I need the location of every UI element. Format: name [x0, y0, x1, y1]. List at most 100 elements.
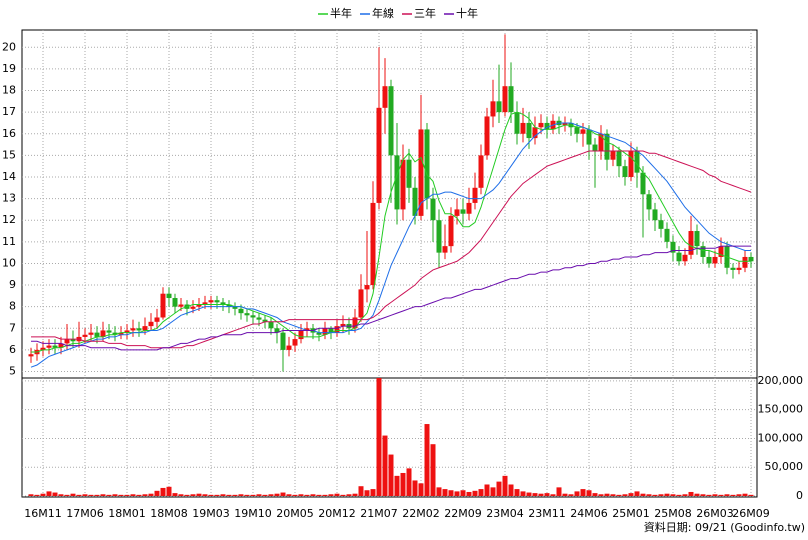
y-tick-label: 11 — [2, 235, 16, 248]
candle-body — [502, 86, 508, 113]
volume-bar — [424, 424, 430, 496]
candle-body — [88, 332, 94, 335]
volume-bar — [40, 493, 46, 496]
candle-body — [244, 313, 250, 316]
candle-body — [370, 202, 376, 286]
candle-body — [100, 330, 106, 337]
candle-body — [214, 300, 220, 303]
x-tick-label: 22M09 — [444, 507, 482, 520]
legend-label: 年線 — [372, 6, 394, 20]
volume-bar — [352, 493, 358, 496]
candle-body — [730, 267, 736, 270]
volume-bar — [508, 484, 514, 496]
candle-body — [664, 228, 670, 242]
candle-body — [40, 347, 46, 350]
candle-body — [52, 345, 58, 348]
legend-label: 半年 — [330, 6, 352, 20]
candle-body — [286, 345, 292, 350]
volume-bar — [652, 494, 658, 496]
y-tick-label: 14 — [2, 170, 16, 183]
volume-bar — [742, 493, 748, 496]
y-tick-label: 18 — [2, 84, 16, 97]
volume-bar — [208, 494, 214, 496]
volume-bar — [400, 472, 406, 496]
volume-bar — [106, 494, 112, 496]
volume-bar — [376, 378, 382, 496]
volume-bar — [88, 494, 94, 496]
volume-bar — [712, 494, 718, 496]
volume-bar — [472, 490, 478, 496]
candle-body — [742, 256, 748, 268]
candle-body — [148, 321, 154, 327]
volume-bar — [142, 494, 148, 496]
volume-bar — [388, 454, 394, 496]
candle-body — [694, 231, 700, 247]
y-tick-label: 19 — [2, 62, 16, 75]
volume-bar — [394, 475, 400, 496]
candle-body — [538, 122, 544, 128]
candle-body — [340, 323, 346, 327]
y2-tick-label: 0 — [796, 489, 803, 502]
volume-bar — [490, 487, 496, 496]
x-tick-label: 20M12 — [318, 507, 356, 520]
volume-bar — [598, 494, 604, 496]
candle-body — [304, 328, 310, 331]
volume-bar — [94, 494, 100, 496]
candle-body — [106, 330, 112, 333]
volume-bar — [694, 493, 700, 496]
candle-body — [448, 215, 454, 247]
volume-bar — [382, 435, 388, 496]
volume-bar — [364, 490, 370, 496]
x-tick-label: 18M08 — [150, 507, 188, 520]
volume-bar — [286, 494, 292, 496]
candle-body — [520, 122, 526, 134]
volume-bar — [748, 494, 754, 496]
volume-bar — [724, 494, 730, 496]
candle-body — [460, 209, 466, 214]
y-tick-label: 9 — [9, 278, 16, 291]
volume-bar — [358, 486, 364, 496]
candle-body — [586, 129, 592, 145]
candle-body — [160, 293, 166, 318]
candle-body — [574, 127, 580, 134]
candle-body — [394, 155, 400, 210]
candle-body — [382, 86, 388, 108]
volume-bar — [706, 494, 712, 496]
volume-bar — [718, 494, 724, 496]
volume-bar — [574, 491, 580, 496]
x-tick-label: 25M08 — [654, 507, 692, 520]
candle-body — [388, 86, 394, 156]
volume-bar — [502, 475, 508, 496]
volume-bar — [616, 494, 622, 496]
candle-body — [484, 116, 490, 156]
candle-body — [682, 254, 688, 262]
candle-body — [628, 151, 634, 177]
volume-bar — [442, 489, 448, 496]
candle-body — [28, 354, 34, 357]
volume-bar — [460, 490, 466, 496]
volume-bar — [418, 483, 424, 496]
candle-body — [202, 302, 208, 305]
candle-body — [82, 334, 88, 337]
volume-bar — [634, 491, 640, 496]
volume-bar — [274, 493, 280, 496]
volume-bar — [178, 494, 184, 496]
volume-bar — [646, 494, 652, 496]
volume-bar — [304, 494, 310, 496]
volume-bar — [448, 490, 454, 496]
candle-body — [58, 343, 64, 348]
candle-body — [352, 317, 358, 329]
volume-bar — [112, 494, 118, 496]
candle-body — [94, 332, 100, 337]
volume-bar — [610, 494, 616, 496]
volume-bar — [532, 493, 538, 496]
volume-bar — [322, 494, 328, 496]
candle-body — [490, 101, 496, 117]
candle-body — [280, 332, 286, 350]
candle-body — [634, 151, 640, 173]
candle-body — [292, 339, 298, 346]
volume-bar — [604, 493, 610, 496]
volume-bar — [700, 494, 706, 496]
candle-body — [154, 317, 160, 322]
